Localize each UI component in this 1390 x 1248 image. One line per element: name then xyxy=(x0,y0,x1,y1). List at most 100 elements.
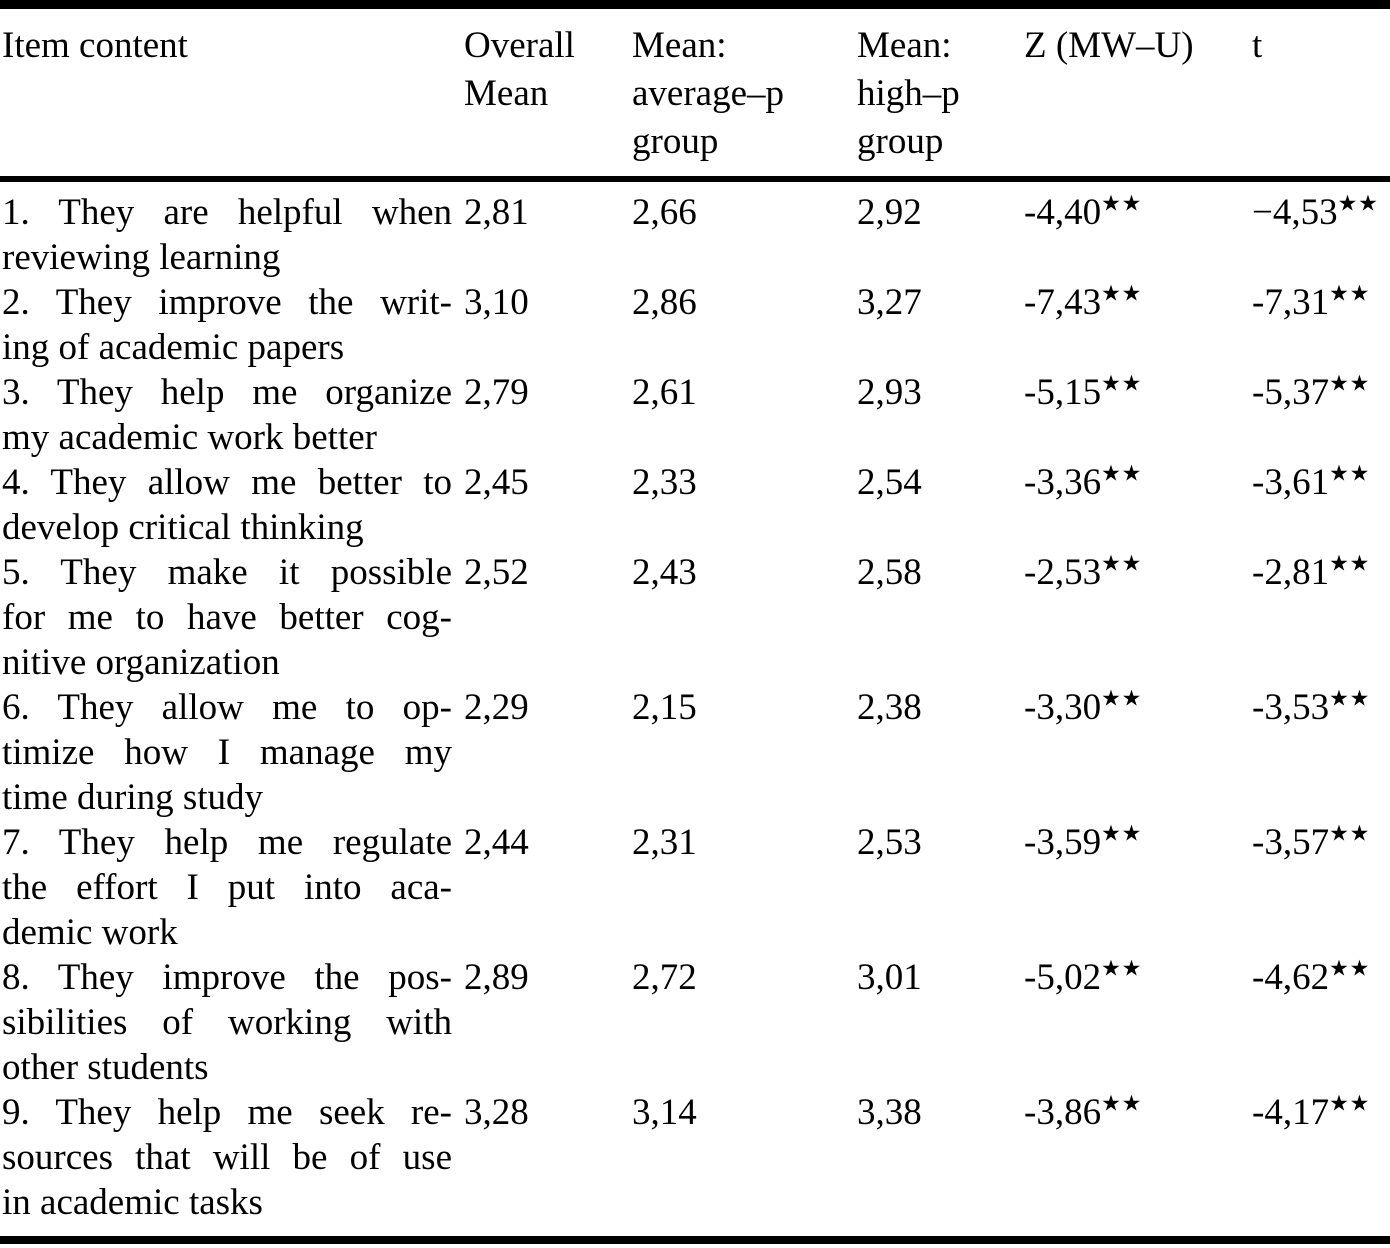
high-p-group-mean-cell: 3,01 xyxy=(857,957,922,998)
table-row: 5. They make it possible for me to have b… xyxy=(0,550,1390,685)
z-mwu-value-cell: -7,43★★ xyxy=(1022,280,1250,325)
item-content-cell: 5. They make it possible for me to have b… xyxy=(0,550,462,685)
high-p-group-mean-cell: 2,92 xyxy=(857,192,922,233)
z-mwu-value-cell: -5,02★★ xyxy=(1022,955,1250,1000)
table-row: 6. They allow me to op-timize how I mana… xyxy=(0,685,1390,820)
item-line: 3. They help me organize xyxy=(2,372,452,413)
table-bottom-rule xyxy=(0,1236,1390,1244)
item-content-cell: 4. They allow me better to develop critic… xyxy=(0,460,462,550)
significance-stars: ★★ xyxy=(1329,460,1371,486)
overall-mean-cell: 2,81 xyxy=(464,192,529,233)
z-mwu-value-cell: -3,86★★ xyxy=(1022,1090,1250,1135)
item-line: 6. They allow me to op- xyxy=(2,687,452,728)
item-line: sibilities of working with xyxy=(2,1002,452,1043)
z-mwu-value-cell: -3,59★★ xyxy=(1022,820,1250,865)
overall-mean-cell: 2,89 xyxy=(464,957,529,998)
item-line: time during study xyxy=(2,777,264,818)
item-line: sources that will be of use xyxy=(2,1137,452,1178)
z-value: -4,40 xyxy=(1024,192,1102,233)
z-mwu-value-cell: -5,15★★ xyxy=(1022,370,1250,415)
high-p-group-mean-cell: 2,54 xyxy=(857,462,922,503)
item-line: 4. They allow me better to xyxy=(2,462,452,503)
item-content-cell: 2. They improve the writ-ing of academic… xyxy=(0,280,462,370)
high-p-group-mean-cell: 2,58 xyxy=(857,552,922,593)
item-content-cell: 8. They improve the pos-sibilities of wo… xyxy=(0,955,462,1090)
z-value: -3,86 xyxy=(1024,1092,1102,1133)
item-line: the effort I put into aca- xyxy=(2,867,452,908)
header-t: t xyxy=(1252,25,1263,66)
item-line: 8. They improve the pos- xyxy=(2,957,452,998)
t-value: -4,62 xyxy=(1252,957,1330,998)
z-value: -2,53 xyxy=(1024,552,1102,593)
high-p-group-mean-cell: 3,27 xyxy=(857,282,922,323)
table-row: 2. They improve the writ-ing of academic… xyxy=(0,280,1390,370)
header-item-content: Item content xyxy=(2,25,188,66)
significance-stars: ★★ xyxy=(1101,550,1143,576)
significance-stars: ★★ xyxy=(1329,955,1371,981)
significance-stars: ★★ xyxy=(1337,190,1379,216)
average-p-group-mean-cell: 3,14 xyxy=(632,1092,697,1133)
table-row: 8. They improve the pos-sibilities of wo… xyxy=(0,955,1390,1090)
t-value: -4,17 xyxy=(1252,1092,1330,1133)
significance-stars: ★★ xyxy=(1101,190,1143,216)
header-z-mwu: Z (MW–U) xyxy=(1024,25,1194,66)
z-mwu-value-cell: -3,36★★ xyxy=(1022,460,1250,505)
item-line: 9. They help me seek re- xyxy=(2,1092,452,1133)
table-body: 1. They are helpful when reviewing learni… xyxy=(0,182,1390,1225)
z-value: -3,59 xyxy=(1024,822,1102,863)
item-line: my academic work better xyxy=(2,417,377,458)
table-row: 3. They help me organize my academic work… xyxy=(0,370,1390,460)
header-mean-high-p-group: Mean: high–p group xyxy=(857,25,960,162)
header-overall-mean: Overall Mean xyxy=(464,25,575,114)
significance-stars: ★★ xyxy=(1101,685,1143,711)
significance-stars: ★★ xyxy=(1101,955,1143,981)
table-header-row: Item content Overall Mean Mean: average–… xyxy=(0,9,1390,176)
average-p-group-mean-cell: 2,72 xyxy=(632,957,697,998)
t-value-cell: -4,62★★ xyxy=(1250,955,1390,1000)
average-p-group-mean-cell: 2,61 xyxy=(632,372,697,413)
overall-mean-cell: 2,52 xyxy=(464,552,529,593)
overall-mean-cell: 2,45 xyxy=(464,462,529,503)
t-value: -3,53 xyxy=(1252,687,1330,728)
significance-stars: ★★ xyxy=(1329,280,1371,306)
table-row: 7. They help me regulate the effort I put… xyxy=(0,820,1390,955)
significance-stars: ★★ xyxy=(1101,370,1143,396)
high-p-group-mean-cell: 2,53 xyxy=(857,822,922,863)
significance-stars: ★★ xyxy=(1101,460,1143,486)
overall-mean-cell: 2,44 xyxy=(464,822,529,863)
t-value-cell: -2,81★★ xyxy=(1250,550,1390,595)
high-p-group-mean-cell: 2,38 xyxy=(857,687,922,728)
high-p-group-mean-cell: 3,38 xyxy=(857,1092,922,1133)
t-value-cell: -3,53★★ xyxy=(1250,685,1390,730)
z-mwu-value-cell: -3,30★★ xyxy=(1022,685,1250,730)
header-mean-average-p-group: Mean: average–p group xyxy=(632,25,785,162)
item-line: other students xyxy=(2,1047,209,1088)
average-p-group-mean-cell: 2,86 xyxy=(632,282,697,323)
t-value-cell: −4,53★★ xyxy=(1250,190,1390,235)
z-value: -5,15 xyxy=(1024,372,1102,413)
z-mwu-value-cell: -2,53★★ xyxy=(1022,550,1250,595)
item-line: 5. They make it possible xyxy=(2,552,452,593)
significance-stars: ★★ xyxy=(1329,1090,1371,1116)
item-line: demic work xyxy=(2,912,178,953)
average-p-group-mean-cell: 2,33 xyxy=(632,462,697,503)
t-value: −4,53 xyxy=(1252,192,1338,233)
item-line: timize how I manage my xyxy=(2,732,452,773)
overall-mean-cell: 3,10 xyxy=(464,282,529,323)
z-value: -5,02 xyxy=(1024,957,1102,998)
t-value-cell: -3,57★★ xyxy=(1250,820,1390,865)
average-p-group-mean-cell: 2,31 xyxy=(632,822,697,863)
item-line: ing of academic papers xyxy=(2,327,345,368)
item-content-cell: 6. They allow me to op-timize how I mana… xyxy=(0,685,462,820)
item-content-cell: 9. They help me seek re-sources that wil… xyxy=(0,1090,462,1225)
z-value: -7,43 xyxy=(1024,282,1102,323)
significance-stars: ★★ xyxy=(1329,685,1371,711)
item-line: for me to have better cog- xyxy=(2,597,452,638)
average-p-group-mean-cell: 2,43 xyxy=(632,552,697,593)
high-p-group-mean-cell: 2,93 xyxy=(857,372,922,413)
t-value-cell: -3,61★★ xyxy=(1250,460,1390,505)
overall-mean-cell: 2,79 xyxy=(464,372,529,413)
t-value-cell: -4,17★★ xyxy=(1250,1090,1390,1135)
t-value: -3,57 xyxy=(1252,822,1330,863)
table-row: 1. They are helpful when reviewing learni… xyxy=(0,190,1390,280)
